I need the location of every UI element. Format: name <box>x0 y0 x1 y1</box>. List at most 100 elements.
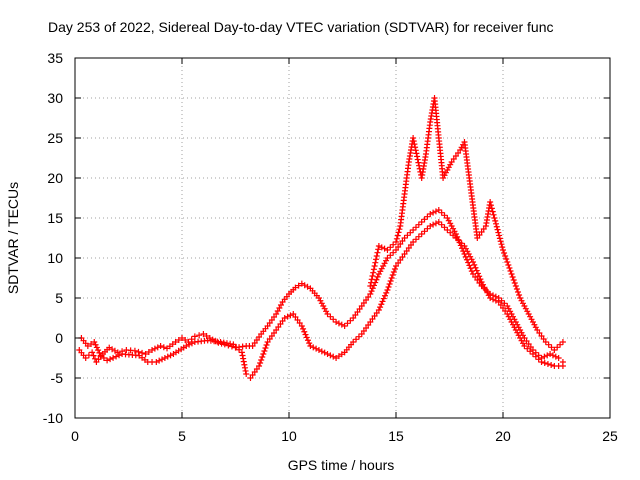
data-point <box>183 343 190 349</box>
data-point <box>524 345 531 352</box>
data-point <box>444 227 451 233</box>
data-point <box>298 323 305 329</box>
data-point <box>477 276 484 283</box>
y-axis-label: SDTVAR / TECUs <box>5 182 21 294</box>
data-point <box>303 334 310 341</box>
data-point <box>88 341 95 347</box>
data-point <box>375 243 382 249</box>
data-point <box>549 352 556 359</box>
data-point <box>410 135 417 141</box>
data-point <box>313 345 320 352</box>
y-tick-label: -10 <box>43 410 63 426</box>
data-point <box>327 313 334 320</box>
data-point <box>493 223 500 230</box>
y-tick-label: -5 <box>51 370 64 386</box>
data-point <box>239 352 246 359</box>
data-point <box>257 360 264 366</box>
data-point <box>161 355 168 361</box>
data-point <box>175 337 182 343</box>
data-point <box>300 325 307 332</box>
data-point <box>502 253 509 259</box>
data-point <box>504 259 511 265</box>
data-point <box>393 239 399 245</box>
data-point <box>367 283 374 289</box>
data-point <box>96 349 103 356</box>
x-tick-label: 20 <box>495 428 511 444</box>
data-point <box>145 349 152 355</box>
data-point <box>396 226 403 233</box>
data-point <box>135 348 142 355</box>
data-point <box>379 298 386 305</box>
data-point <box>427 211 434 217</box>
data-point <box>473 267 480 274</box>
data-point <box>544 352 551 359</box>
data-point <box>452 235 459 241</box>
data-point <box>521 343 528 349</box>
data-point <box>157 343 164 349</box>
data-point <box>393 235 400 242</box>
data-point <box>97 352 104 359</box>
data-point <box>242 367 249 374</box>
data-point <box>185 339 192 345</box>
data-point <box>387 252 394 259</box>
data-point <box>167 352 174 359</box>
data-point <box>529 351 536 357</box>
data-point <box>378 301 385 308</box>
data-point <box>259 354 266 360</box>
data-point <box>492 217 499 224</box>
data-point <box>243 371 250 377</box>
data-point <box>541 360 548 366</box>
data-point <box>315 347 322 353</box>
data-point <box>432 208 439 215</box>
data-point <box>383 289 390 296</box>
data-point <box>516 292 523 298</box>
data-point <box>203 333 210 339</box>
data-point <box>287 312 294 319</box>
data-point <box>182 337 189 343</box>
data-point <box>368 276 375 283</box>
data-point <box>107 356 114 363</box>
data-point <box>256 363 263 369</box>
data-point <box>160 344 167 351</box>
data-point <box>458 240 465 247</box>
data-point <box>113 353 120 360</box>
data-point <box>384 287 391 293</box>
data-point <box>149 347 156 353</box>
data-point <box>411 141 418 148</box>
data-point <box>164 353 171 360</box>
data-point <box>95 347 102 354</box>
data-point <box>151 345 158 352</box>
data-point <box>410 239 417 245</box>
data-point <box>513 286 520 292</box>
data-point <box>384 255 391 261</box>
plot-frame <box>74 57 611 419</box>
data-point <box>368 279 375 286</box>
data-point <box>490 211 497 218</box>
data-point <box>488 202 495 209</box>
data-point <box>535 356 542 363</box>
data-point <box>159 356 166 363</box>
data-point <box>116 352 123 359</box>
data-point <box>188 340 195 347</box>
data-point <box>179 335 185 341</box>
data-point <box>418 219 425 225</box>
data-point <box>390 269 397 275</box>
data-point <box>387 244 394 251</box>
data-point <box>261 348 268 354</box>
data-point <box>497 238 504 245</box>
data-point <box>240 355 247 362</box>
data-point <box>413 150 420 157</box>
data-point <box>476 273 483 280</box>
data-point <box>430 221 437 228</box>
data-point <box>559 363 566 369</box>
data-point <box>441 212 448 219</box>
data-point <box>93 344 100 351</box>
data-point <box>414 156 421 163</box>
data-point <box>541 353 548 360</box>
data-point <box>236 346 243 353</box>
data-point <box>501 250 508 256</box>
x-tick-labels: 0 5 10 15 20 25 <box>71 428 618 444</box>
data-point <box>492 297 499 304</box>
y-tick-label: 35 <box>47 50 63 66</box>
